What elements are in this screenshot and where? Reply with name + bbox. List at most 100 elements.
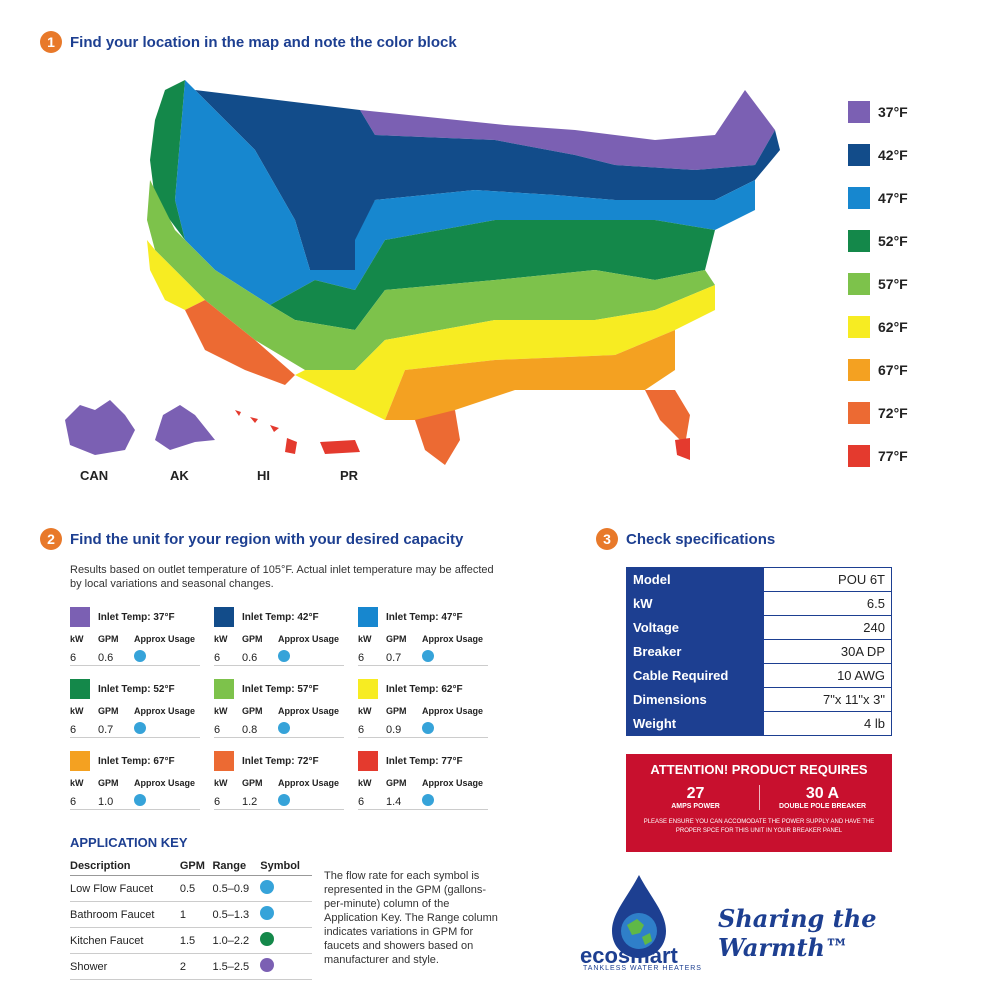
card-gpm-value: 1.4 — [386, 795, 402, 808]
card-col-usage: Approx Usage — [422, 634, 484, 644]
card-title: Inlet Temp: 77°F — [386, 755, 463, 767]
col-symbol: Symbol — [260, 857, 312, 876]
card-swatch — [70, 679, 90, 699]
legend-item: 77°F — [848, 434, 908, 477]
card-gpm-value: 0.8 — [242, 723, 258, 736]
card-kw-value: 6 — [358, 651, 365, 664]
card-kw-value: 6 — [358, 723, 365, 736]
card-col-kw: kW — [214, 706, 228, 716]
col-gpm: GPM — [179, 857, 213, 876]
specifications-table: Model POU 6T kW 6.5 Voltage 240 Breaker 30A DP C… — [626, 567, 892, 736]
card-col-gpm: GPM — [98, 778, 119, 788]
legend-label: 67°F — [878, 361, 908, 378]
spec-key: Model — [626, 567, 764, 592]
flow-rate-note: The flow rate for each symbol is represe… — [324, 870, 498, 966]
inlet-temp-card: Inlet Temp: 67°F kW GPM Approx Usage 6 1.0 — [70, 750, 200, 810]
inset-label-can: CAN — [80, 468, 109, 483]
usage-symbol-icon — [422, 722, 434, 734]
app-key-gpm: 1.5 — [179, 927, 213, 954]
inset-alaska — [155, 405, 215, 450]
app-key-description: Shower — [70, 953, 180, 980]
legend-item: 62°F — [848, 305, 908, 348]
brand-subtitle: TANKLESS WATER HEATERS — [583, 965, 702, 972]
spec-row: Cable Required 10 AWG — [626, 663, 892, 688]
spec-value: POU 6T — [763, 567, 892, 592]
inlet-temp-card: Inlet Temp: 37°F kW GPM Approx Usage 6 0.6 — [70, 606, 200, 666]
step-1-heading: 1 Find your location in the map and note… — [40, 31, 457, 53]
app-key-symbol-icon — [260, 932, 275, 946]
app-key-gpm: 0.5 — [179, 875, 213, 902]
step-2-number: 2 — [40, 528, 62, 550]
spec-value: 240 — [763, 615, 892, 640]
spec-row: Model POU 6T — [626, 567, 892, 592]
usage-symbol-icon — [134, 794, 146, 806]
spec-row: Dimensions 7"x 11"x 3" — [626, 687, 892, 712]
usage-symbol-icon — [278, 722, 290, 734]
legend-label: 47°F — [878, 189, 908, 206]
us-temperature-map — [65, 80, 780, 465]
app-key-description: Low Flow Faucet — [70, 875, 180, 902]
card-title: Inlet Temp: 57°F — [242, 683, 319, 695]
band-52 — [150, 80, 715, 330]
inlet-temp-card: Inlet Temp: 57°F kW GPM Approx Usage 6 0.8 — [214, 678, 344, 738]
card-col-usage: Approx Usage — [134, 634, 196, 644]
app-key-range: 0.5–0.9 — [212, 875, 261, 902]
legend-swatch — [848, 229, 870, 252]
card-swatch — [358, 679, 378, 699]
step-3-heading: 3 Check specifications — [596, 528, 775, 550]
card-col-usage: Approx Usage — [134, 778, 196, 788]
card-swatch — [358, 607, 378, 627]
amps-power-label: AMPS POWER — [671, 803, 720, 810]
card-col-usage: Approx Usage — [278, 634, 340, 644]
legend-swatch — [848, 272, 870, 295]
card-gpm-value: 1.0 — [98, 795, 114, 808]
card-col-usage: Approx Usage — [422, 706, 484, 716]
attention-title: ATTENTION! PRODUCT REQUIRES — [650, 762, 868, 777]
inset-label-pr: PR — [340, 468, 359, 483]
spec-value: 6.5 — [763, 591, 892, 616]
spec-row: Weight 4 lb — [626, 711, 892, 736]
usage-symbol-icon — [134, 722, 146, 734]
breaker-label: DOUBLE POLE BREAKER — [778, 803, 867, 810]
legend-swatch — [848, 358, 870, 381]
card-kw-value: 6 — [214, 795, 221, 808]
legend-label: 62°F — [878, 318, 908, 335]
card-swatch — [70, 607, 90, 627]
card-gpm-value: 0.7 — [98, 723, 114, 736]
legend-item: 57°F — [848, 262, 908, 305]
usage-symbol-icon — [422, 794, 434, 806]
inlet-temp-card: Inlet Temp: 47°F kW GPM Approx Usage 6 0.7 — [358, 606, 488, 666]
step-1-title: Find your location in the map and note t… — [70, 33, 457, 51]
band-57 — [147, 180, 715, 370]
ecosmart-logo-icon — [612, 875, 666, 958]
band-42 — [195, 90, 780, 270]
card-col-kw: kW — [70, 634, 84, 644]
legend-label: 37°F — [878, 103, 908, 120]
card-gpm-value: 0.6 — [98, 651, 114, 664]
legend-label: 42°F — [878, 146, 908, 163]
card-col-kw: kW — [214, 778, 228, 788]
step-3-title: Check specifications — [626, 530, 776, 548]
card-swatch — [358, 751, 378, 771]
step-2-heading: 2 Find the unit for your region with you… — [40, 528, 463, 550]
spec-value: 7"x 11"x 3" — [763, 687, 892, 712]
application-key-header-row: Description GPM Range Symbol — [70, 857, 312, 876]
inlet-temp-card: Inlet Temp: 72°F kW GPM Approx Usage 6 1.2 — [214, 750, 344, 810]
spec-key: Dimensions — [626, 687, 764, 712]
card-col-gpm: GPM — [386, 634, 407, 644]
app-key-gpm: 1 — [179, 901, 213, 928]
card-gpm-value: 0.7 — [386, 651, 402, 664]
inlet-temp-card: Inlet Temp: 77°F kW GPM Approx Usage 6 1.4 — [358, 750, 488, 810]
legend-item: 42°F — [848, 133, 908, 176]
card-col-kw: kW — [358, 706, 372, 716]
legend-label: 77°F — [878, 447, 908, 464]
inset-label-hi: HI — [257, 468, 270, 483]
usage-symbol-icon — [422, 650, 434, 662]
amps-power-value: 27 — [686, 785, 705, 802]
outlet-temp-note: Results based on outlet temperature of 1… — [70, 564, 494, 590]
legend-item: 52°F — [848, 219, 908, 262]
legend-swatch — [848, 401, 870, 424]
inlet-temp-card: Inlet Temp: 62°F kW GPM Approx Usage 6 0.9 — [358, 678, 488, 738]
legend-swatch — [848, 186, 870, 209]
card-title: Inlet Temp: 62°F — [386, 683, 463, 695]
